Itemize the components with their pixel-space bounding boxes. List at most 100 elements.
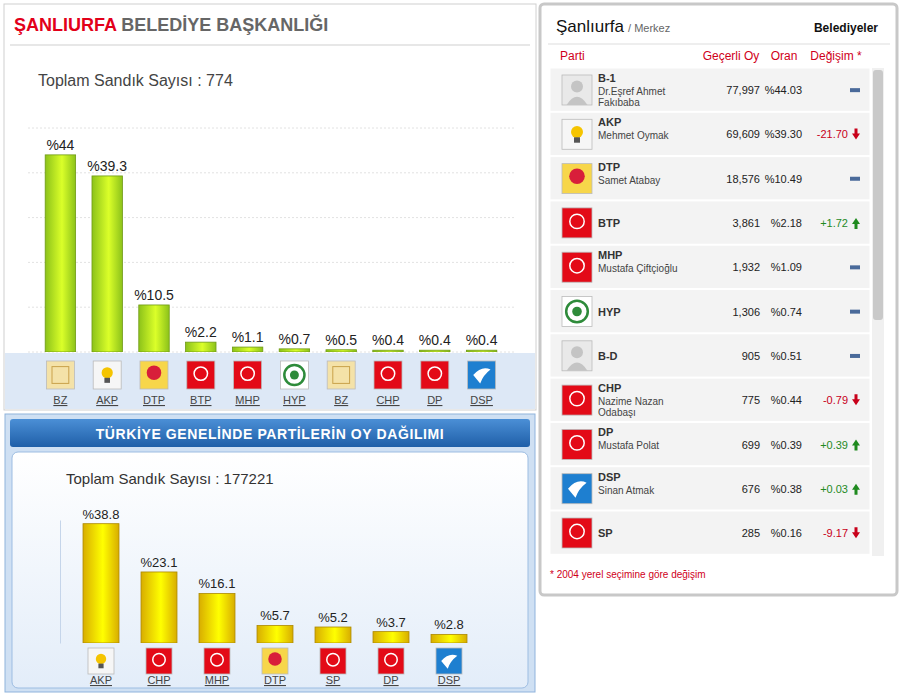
change-arrow [852, 218, 860, 229]
party-logo [562, 297, 592, 327]
table-row: B-1Dr.Eşref AhmetFakıbaba77,997%44.03 [550, 68, 870, 111]
logo-shape [571, 126, 583, 138]
table-row: B-D905%0.51 [550, 334, 870, 377]
logo-shape [571, 346, 583, 358]
logo-shape [441, 655, 457, 669]
candidate: Mustafa Çiftçioğlu [598, 263, 677, 274]
share: %0.74 [771, 306, 802, 318]
party-logo [46, 361, 74, 389]
title: ŞANLIURFA BELEDİYE BAŞKANLIĞI [14, 14, 328, 35]
party-name: CHP [598, 382, 621, 394]
party-logo [327, 361, 355, 389]
logo-shape [52, 367, 69, 384]
logo-bg [562, 252, 592, 282]
logo-shape [102, 367, 113, 378]
party-name: DTP [598, 161, 620, 173]
logo-bg [468, 361, 496, 389]
party-logo [421, 361, 449, 389]
logo-shape [153, 653, 165, 665]
bar [232, 347, 262, 352]
bars [45, 155, 497, 352]
tick-label: MHP [205, 674, 229, 686]
table-row: DTPSamet Atabay18,576%10.49 [550, 157, 870, 200]
bar [373, 632, 409, 643]
logo-bg [140, 361, 168, 389]
candidate: Nazime NazanOdabaşı [598, 396, 664, 418]
grid [28, 128, 515, 352]
data-label: %5.7 [260, 608, 290, 623]
bar [199, 593, 235, 643]
votes: 69,609 [726, 128, 760, 140]
logo-bg [262, 648, 288, 674]
share: %1.09 [771, 261, 802, 273]
table-row: HYP1,306%0.74 [550, 290, 870, 333]
party-logo [140, 361, 168, 389]
no-change [850, 310, 860, 314]
change: -21.70 [817, 128, 848, 140]
party-name: B-D [598, 350, 618, 362]
title: TÜRKİYE GENELİNDE PARTİLERİN OY DAĞILIMI [96, 425, 445, 442]
logo-bg [421, 361, 449, 389]
no-change [850, 354, 860, 358]
panel [4, 4, 536, 410]
scrollbar-thumb [873, 70, 883, 320]
party-logo [562, 119, 592, 149]
x-axis: BZAKPDTPBTPMHPHYPBZCHPDPDSP [46, 361, 495, 406]
tick-label: SP [326, 674, 341, 686]
header-rule [548, 44, 890, 45]
data-label: %0.7 [278, 331, 310, 347]
logo-bg [562, 297, 592, 327]
share: %44.03 [765, 84, 802, 96]
votes: 3,861 [732, 217, 760, 229]
bar [83, 524, 119, 643]
logo-shape [147, 365, 162, 380]
change: +0.03 [820, 483, 848, 495]
party-logo [378, 648, 404, 674]
party-logo [562, 164, 592, 194]
logo-shape [569, 168, 585, 184]
candidate: Sinan Atmak [598, 485, 655, 496]
logo-shape [567, 363, 588, 371]
logo-shape [572, 307, 582, 317]
tick-label: DSP [470, 394, 493, 406]
logo-shape [98, 664, 103, 669]
bar [466, 350, 496, 352]
logo-bg [436, 648, 462, 674]
logo-shape [104, 378, 110, 383]
data-label: %44 [46, 137, 74, 153]
data-label: %2.8 [434, 617, 464, 632]
no-change [850, 177, 860, 181]
logo-shape [284, 365, 304, 385]
row-bg [550, 68, 870, 111]
party-logo [436, 648, 462, 674]
votes: 1,306 [732, 306, 760, 318]
row-bg [550, 378, 870, 421]
tick-label: BZ [53, 394, 67, 406]
no-change [850, 88, 860, 92]
table-rows: B-1Dr.Eşref AhmetFakıbaba77,997%44.03AKP… [550, 68, 870, 554]
table-row: BTP3,861%2.18+1.72 [550, 201, 870, 244]
tick-label: BTP [190, 394, 211, 406]
logo-shape [428, 367, 441, 380]
logo-shape [381, 367, 394, 380]
footnote: * 2004 yerel seçimine göre değişim [550, 569, 706, 580]
tick-label: BZ [334, 394, 348, 406]
tick-label: AKP [96, 394, 118, 406]
share: %0.44 [771, 394, 802, 406]
votes: 699 [742, 439, 760, 451]
party-logo [320, 648, 346, 674]
logo-bg [146, 648, 172, 674]
logo-shape [567, 97, 588, 105]
tick-label: DTP [264, 674, 286, 686]
bar [141, 572, 177, 643]
table-row: AKPMehmet Oymak69,609%39.30-21.70 [550, 112, 870, 155]
party-logo [374, 361, 402, 389]
party-logo [280, 361, 308, 389]
party-name: BTP [598, 217, 620, 229]
share: %0.16 [771, 527, 802, 539]
logo-bg [562, 429, 592, 459]
column-head: Değişim * [810, 49, 862, 63]
logo-shape [570, 436, 584, 450]
logo-shape [385, 653, 397, 665]
party-logo [562, 208, 592, 238]
